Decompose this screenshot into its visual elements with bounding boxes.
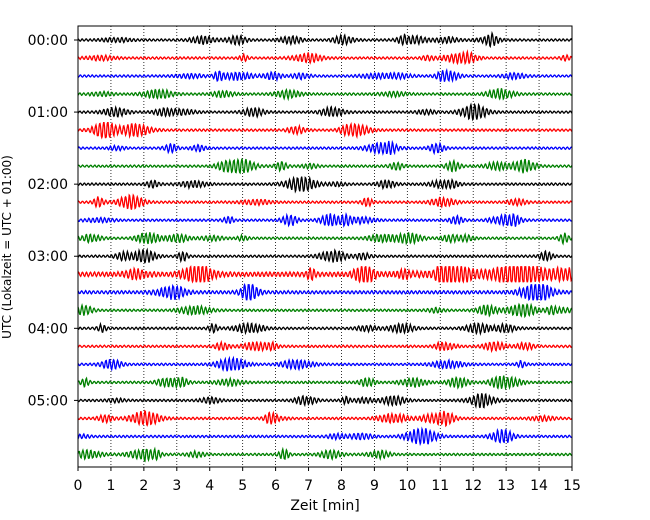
trace-7 [77, 157, 573, 175]
x-tick-label-4: 4 [205, 478, 214, 494]
x-axis-ticks: 0 1 2 3 4 5 6 7 8 9 10 11 12 13 14 15 [74, 467, 581, 494]
trace-18 [77, 355, 573, 372]
trace-12 [77, 247, 573, 264]
plot-background [78, 26, 572, 467]
trace-10 [77, 211, 573, 228]
trace-22 [77, 426, 573, 447]
y-axis-ticks: 00:00 01:00 02:00 03:00 04:00 05:00 [28, 33, 78, 409]
x-tick-label-9: 9 [370, 478, 379, 494]
trace-9 [77, 193, 573, 210]
trace-15 [77, 302, 573, 319]
x-tick-label-12: 12 [464, 478, 482, 494]
trace-21 [77, 409, 573, 428]
x-tick-label-15: 15 [563, 478, 581, 494]
trace-11 [77, 231, 573, 246]
x-tick-label-11: 11 [431, 478, 449, 494]
x-tick-label-3: 3 [172, 478, 181, 494]
x-tick-label-14: 14 [530, 478, 548, 494]
x-tick-label-0: 0 [74, 478, 83, 494]
x-tick-label-5: 5 [238, 478, 247, 494]
trace-3 [77, 87, 573, 102]
y-tick-label-4: 04:00 [28, 321, 68, 337]
y-tick-label-0: 00:00 [28, 33, 68, 49]
y-tick-label-1: 01:00 [28, 105, 68, 121]
trace-0 [77, 30, 573, 49]
trace-1 [77, 49, 573, 66]
y-tick-label-5: 05:00 [28, 393, 68, 409]
x-tick-label-2: 2 [139, 478, 148, 494]
trace-13 [77, 265, 573, 284]
trace-19 [77, 375, 573, 391]
trace-4 [77, 102, 573, 122]
x-tick-label-8: 8 [337, 478, 346, 494]
trace-6 [77, 139, 573, 156]
x-tick-label-7: 7 [304, 478, 313, 494]
traces [77, 30, 573, 463]
x-tick-label-1: 1 [106, 478, 115, 494]
trace-5 [77, 121, 573, 140]
trace-16 [77, 321, 573, 337]
trace-2 [77, 67, 573, 84]
x-axis-label: Zeit [min] [290, 498, 359, 514]
y-tick-label-2: 02:00 [28, 177, 68, 193]
trace-17 [77, 339, 573, 354]
x-tick-label-13: 13 [497, 478, 515, 494]
y-tick-label-3: 03:00 [28, 249, 68, 265]
trace-20 [77, 392, 573, 410]
x-tick-label-6: 6 [271, 478, 280, 494]
trace-8 [77, 175, 573, 194]
x-tick-label-10: 10 [398, 478, 416, 494]
y-axis-label: UTC (Lokalzeit = UTC + 01:00) [0, 155, 14, 339]
trace-23 [77, 446, 573, 463]
trace-14 [77, 282, 573, 302]
plot-frame [77, 25, 573, 468]
